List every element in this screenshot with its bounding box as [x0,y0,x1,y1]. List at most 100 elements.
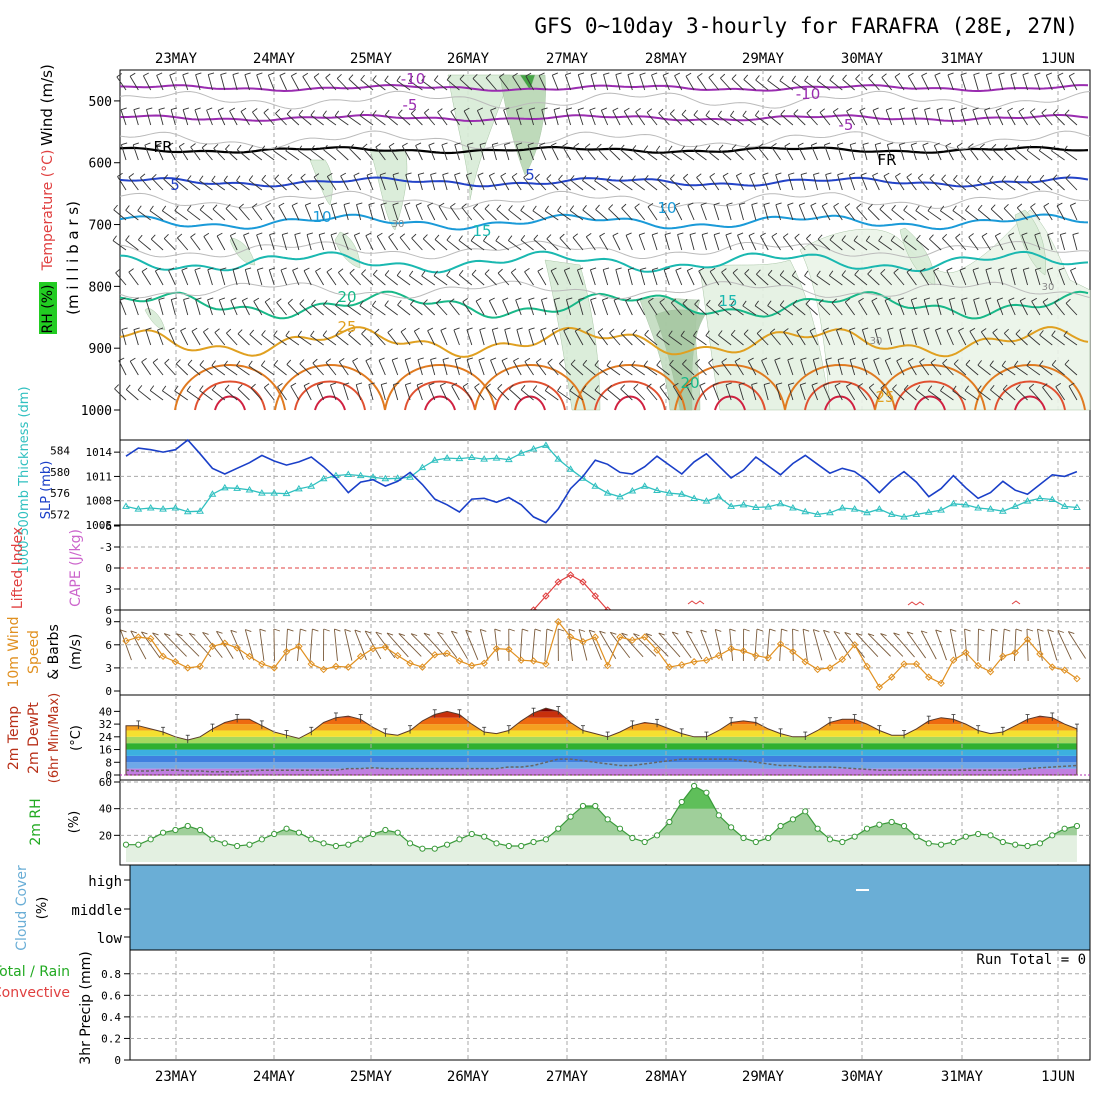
wind-barb [872,175,880,191]
wind-barb [1039,334,1053,346]
wind-barb [886,144,893,161]
wind-barb [372,274,386,286]
wind-barb [261,365,275,376]
wind-barb [237,333,250,346]
wind-barb-flag [1018,107,1025,112]
wind-barb-flag [985,267,992,271]
wind-barb [964,629,968,661]
wind-barb-flag [853,235,858,241]
wind-barb-flag [415,202,422,206]
wind-barb-flag [1003,328,1009,334]
wind-barb [606,365,621,376]
wind-barb [643,150,658,161]
wind-barb [458,240,473,251]
wind-barb-flag [961,297,968,301]
wind-barb-flag [871,297,878,302]
rh-point [481,833,488,840]
wind-barb-flag [806,234,811,239]
rh-point [752,838,759,846]
wind-barb [199,180,213,191]
wind-barb [992,332,1004,346]
wind-barb [1003,332,1016,346]
wind-barb-flag [644,329,649,336]
wind-speed-point [468,661,476,670]
wind-barb-flag [573,143,580,148]
wind-barb-flag [287,174,293,179]
wind-barb-flag [217,107,224,111]
wind-barb [546,238,559,251]
wind-barb [722,175,732,191]
wind-barb-flag [463,107,470,112]
wind-barb [187,364,201,376]
wind-barb [872,110,880,126]
date-label-bottom: 26MAY [447,1069,490,1085]
wind-barb-flag [924,297,931,301]
wind-barb [638,234,646,251]
wind-barb-flag [458,270,464,276]
wind-barb-flag [174,205,179,211]
wind-barb-flag [633,383,639,389]
wind-barb-flag [130,630,137,634]
wind-barb-flag [796,327,803,332]
wind-barb-flag [224,384,230,390]
wind-barb-flag [189,632,196,636]
wind-barb-flag [763,382,770,385]
wind-barb-flag [673,382,679,387]
thickness-point [974,504,983,511]
wind-barb-flag [143,72,149,77]
wind-barb [553,109,559,126]
wind-barb-flag [791,75,796,82]
wind-barb-flag [158,297,165,301]
wind-barb [479,329,485,346]
thickness-point [640,482,649,489]
wind-barb [290,75,300,91]
wind-barb [643,365,658,376]
wind-barb [347,115,361,126]
wind-barb [621,632,644,658]
wind-barb [961,299,967,316]
wind-barb-flag [129,72,136,77]
wind-barb-flag [648,297,654,302]
wind-barb [823,385,831,401]
rh-point [345,841,352,848]
wind-barb [779,274,794,286]
wind-barb [612,235,621,251]
wind-barb [821,205,831,221]
wind-barb-flag [557,205,562,211]
wind-barb [1052,178,1065,191]
wind-barb-flag [572,233,579,238]
wind-barb-flag [348,329,353,335]
wind-barb-flag [692,330,698,337]
wind-barb-flag [428,142,435,146]
wind-barb-flag [264,298,271,303]
wind-barb-flag [849,357,857,361]
rh-tick-label: 20 [99,829,112,842]
thickness-point [702,497,711,504]
wind-barb-flag [973,72,980,76]
wind-barb [361,333,374,346]
wind-barb-flag [972,267,979,271]
thickness-point [443,454,451,461]
contour-label: -10 [796,85,821,103]
wind-barb [190,146,201,161]
wind-barb [483,240,497,251]
wind-barb-flag [953,359,959,365]
wind-barb [596,147,608,161]
wind-barb-flag [287,298,293,304]
wind-barb [372,305,386,316]
wind-barb-flag [129,357,136,362]
temp-tick-label: 40 [99,705,112,718]
wind-barb [832,111,843,126]
wind-barb-flag [339,358,345,363]
wind-speed-point [962,648,970,657]
wind-barb [162,210,176,221]
wind-barb [686,270,695,286]
wind-barb-flag [640,267,647,271]
wind-barb [404,359,411,376]
contour-label: FR [153,138,172,156]
wind-barb [582,209,596,221]
wind-speed-point [307,660,315,668]
wind-barb-flag [149,205,154,212]
date-label-bottom: 24MAY [253,1069,296,1085]
